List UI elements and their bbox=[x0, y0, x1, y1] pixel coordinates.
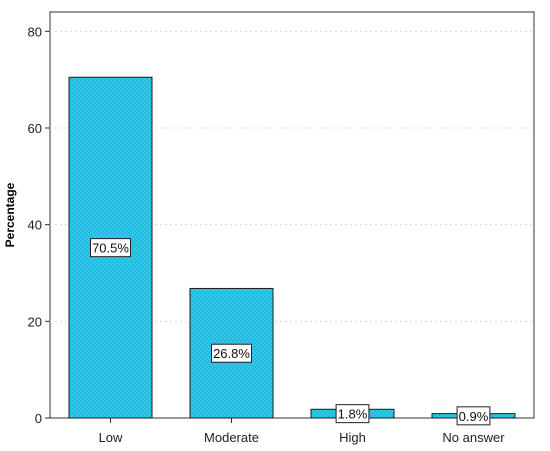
y-tick-label: 0 bbox=[35, 411, 42, 426]
y-tick-label: 60 bbox=[28, 121, 42, 136]
data-label: 1.8% bbox=[338, 407, 368, 422]
data-label: 70.5% bbox=[92, 241, 129, 256]
data-labels: 70.5% 26.8% 1.8% 0.9% bbox=[90, 238, 491, 426]
x-tick-label: Low bbox=[99, 430, 123, 445]
x-tick-label: No answer bbox=[442, 430, 505, 445]
data-label: 0.9% bbox=[459, 409, 489, 424]
x-axis-ticks: Low Moderate High No answer bbox=[99, 418, 505, 445]
y-tick-label: 80 bbox=[28, 24, 42, 39]
data-label: 26.8% bbox=[213, 346, 250, 361]
data-label-box bbox=[211, 343, 252, 363]
x-tick-label: Moderate bbox=[204, 430, 259, 445]
x-tick-label: High bbox=[339, 430, 366, 445]
y-tick-label: 20 bbox=[28, 314, 42, 329]
y-axis-title: Percentage bbox=[3, 182, 17, 247]
y-axis-ticks: 0 20 40 60 80 bbox=[28, 24, 50, 426]
data-label-box bbox=[335, 404, 370, 424]
data-label-box bbox=[90, 238, 131, 258]
y-tick-label: 40 bbox=[28, 218, 42, 233]
data-label-box bbox=[456, 406, 491, 426]
